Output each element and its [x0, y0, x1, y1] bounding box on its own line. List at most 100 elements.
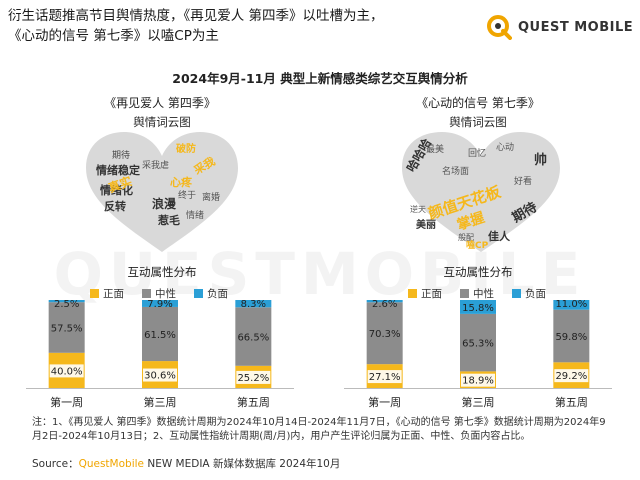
bar-segment-neutral	[235, 307, 272, 366]
legend-label: 负面	[525, 288, 546, 300]
legend-swatch	[512, 289, 521, 298]
legend-swatch	[90, 289, 99, 298]
legend-swatch	[142, 289, 151, 298]
cloud-word: 采我虐	[142, 159, 169, 171]
bar-segment-negative	[366, 300, 403, 303]
bar-segment-neutral	[142, 306, 178, 362]
data-label: 65.3%	[462, 339, 494, 350]
data-label-background	[143, 368, 177, 382]
cloud-word: 情绪	[186, 209, 204, 221]
data-label-background	[236, 370, 271, 384]
bar-segment-neutral	[48, 302, 85, 353]
bar-segment-neutral	[553, 309, 590, 363]
headline-line-1: 衍生话题推高节目舆情热度，《再见爱人 第四季》以吐槽为主，	[8, 8, 384, 24]
data-label: 8.3%	[241, 299, 266, 310]
word-cloud-left: 期待 情绪稳定 情绪化 反转 浪漫 惹毛 真实 心疼 采我 破防 采我虐 离婚 …	[86, 132, 238, 252]
cloud-word: 美丽	[416, 218, 436, 231]
cloud-word: 逆天	[410, 204, 426, 214]
bar-segment-neutral	[460, 313, 496, 372]
legend-label: 中性	[473, 288, 494, 300]
data-label-background	[554, 369, 589, 383]
cloud-word: 帅	[534, 152, 547, 168]
data-label: 7.9%	[147, 299, 172, 310]
legend-item-negative: 负面	[512, 286, 546, 301]
source-prefix: Source：	[32, 458, 79, 470]
cloud-word: 回忆	[468, 147, 486, 159]
x-tick-label: 第五周	[237, 395, 270, 409]
data-label: 30.6%	[144, 371, 176, 382]
data-label: 11.0%	[555, 299, 587, 310]
data-label: 61.5%	[144, 330, 176, 341]
data-label-background	[367, 370, 402, 384]
cloud-word: 最美	[426, 143, 444, 155]
stacked-bar-chart-left: 40.0% 57.5% 2.5% 第一周 30.6% 61.5% 7.9% 第三周 25.2% 6…	[26, 299, 294, 409]
bar-segment-negative	[553, 300, 590, 310]
data-label: 15.8%	[462, 303, 494, 314]
source-line: Source：QuestMobile NEW MEDIA 新媒体数据库 2024…	[32, 456, 340, 471]
legend-label: 正面	[103, 288, 124, 300]
cloud-word: 嗑CP	[466, 239, 489, 251]
watermark: QUESTMOBILE	[53, 240, 587, 308]
cloud-word: 名场面	[442, 165, 469, 177]
page-subtitle: 2024年9月-11月 典型上新情感类综艺交互舆情分析	[172, 71, 468, 86]
cloud-word: 终于	[178, 189, 196, 201]
data-label-background	[461, 373, 495, 387]
legend-item-negative: 负面	[194, 286, 228, 301]
questmobile-logo: QUEST MOBILE	[486, 14, 633, 40]
cloud-word: 般配	[458, 232, 474, 242]
cloud-word: 情绪稳定	[96, 163, 140, 177]
data-label-background	[49, 364, 84, 378]
cloud-word: 佳人	[488, 229, 511, 243]
cloud-word: 浪漫	[152, 196, 177, 211]
show-title-right: 《心动的信号 第七季》	[416, 96, 540, 110]
heart-shape-right	[402, 132, 560, 252]
cloud-word: 好看	[514, 175, 532, 187]
bar-segment-negative	[48, 300, 85, 303]
x-tick-label: 第三周	[144, 395, 177, 409]
cloud-label-left: 舆情词云图	[133, 115, 191, 129]
cloud-word: 期待	[112, 149, 130, 161]
footnote: 注：1、《再见爱人 第四季》数据统计周期为2024年10月14日-2024年11…	[32, 417, 606, 442]
data-label: 66.5%	[237, 333, 269, 344]
data-label: 18.9%	[462, 376, 494, 387]
cloud-word: 情绪化	[100, 183, 133, 197]
legend-swatch	[194, 289, 203, 298]
data-label: 2.5%	[54, 299, 79, 310]
logo-text: QUEST MOBILE	[518, 19, 634, 35]
x-tick-label: 第五周	[555, 395, 588, 409]
bar-segment-negative	[235, 300, 272, 308]
data-label: 2.6%	[372, 299, 397, 310]
bar-segment-negative	[142, 300, 178, 307]
x-tick-label: 第一周	[368, 395, 401, 409]
headline-line-2: 《心动的信号 第七季》以嗑CP为主	[8, 28, 219, 44]
legend-item-positive: 正面	[90, 286, 124, 301]
bar-segment-neutral	[366, 302, 403, 365]
attr-label-right: 互动属性分布	[443, 265, 513, 279]
cloud-word: 惹毛	[158, 213, 180, 227]
legend-item-neutral: 中性	[460, 286, 494, 301]
attr-label-left: 互动属性分布	[127, 265, 197, 279]
legend-right: 正面 中性 负面	[408, 286, 546, 301]
data-label: 59.8%	[555, 332, 587, 343]
cloud-word: 反转	[104, 199, 126, 213]
source-brand: QuestMobile	[78, 458, 144, 470]
legend-swatch	[408, 289, 417, 298]
legend-label: 负面	[207, 288, 228, 300]
cloud-word: 破防	[176, 142, 196, 155]
source-rest: NEW MEDIA 新媒体数据库 2024年10月	[144, 458, 341, 470]
legend-label: 中性	[155, 288, 176, 300]
data-label: 25.2%	[237, 373, 269, 384]
data-label: 40.0%	[51, 366, 83, 377]
x-tick-label: 第一周	[50, 395, 83, 409]
word-cloud-right: 哈哈哈 颜值天花板 掌握 期待 美丽 佳人 般配 嗑CP 帅 最美 名场面 逆天…	[402, 132, 560, 252]
cloud-word: 离婚	[202, 191, 220, 203]
legend-item-neutral: 中性	[142, 286, 176, 301]
x-tick-label: 第三周	[462, 395, 495, 409]
legend-swatch	[460, 289, 469, 298]
stacked-bar-chart-right: 27.1% 70.3% 2.6% 第一周 18.9% 65.3% 15.8% 第三周 29.2%…	[344, 299, 612, 409]
bar-segment-negative	[460, 300, 496, 314]
cloud-word: 心疼	[170, 175, 193, 189]
cloud-label-right: 舆情词云图	[449, 115, 507, 129]
legend-label: 正面	[421, 288, 442, 300]
heart-shape-left	[86, 132, 238, 252]
